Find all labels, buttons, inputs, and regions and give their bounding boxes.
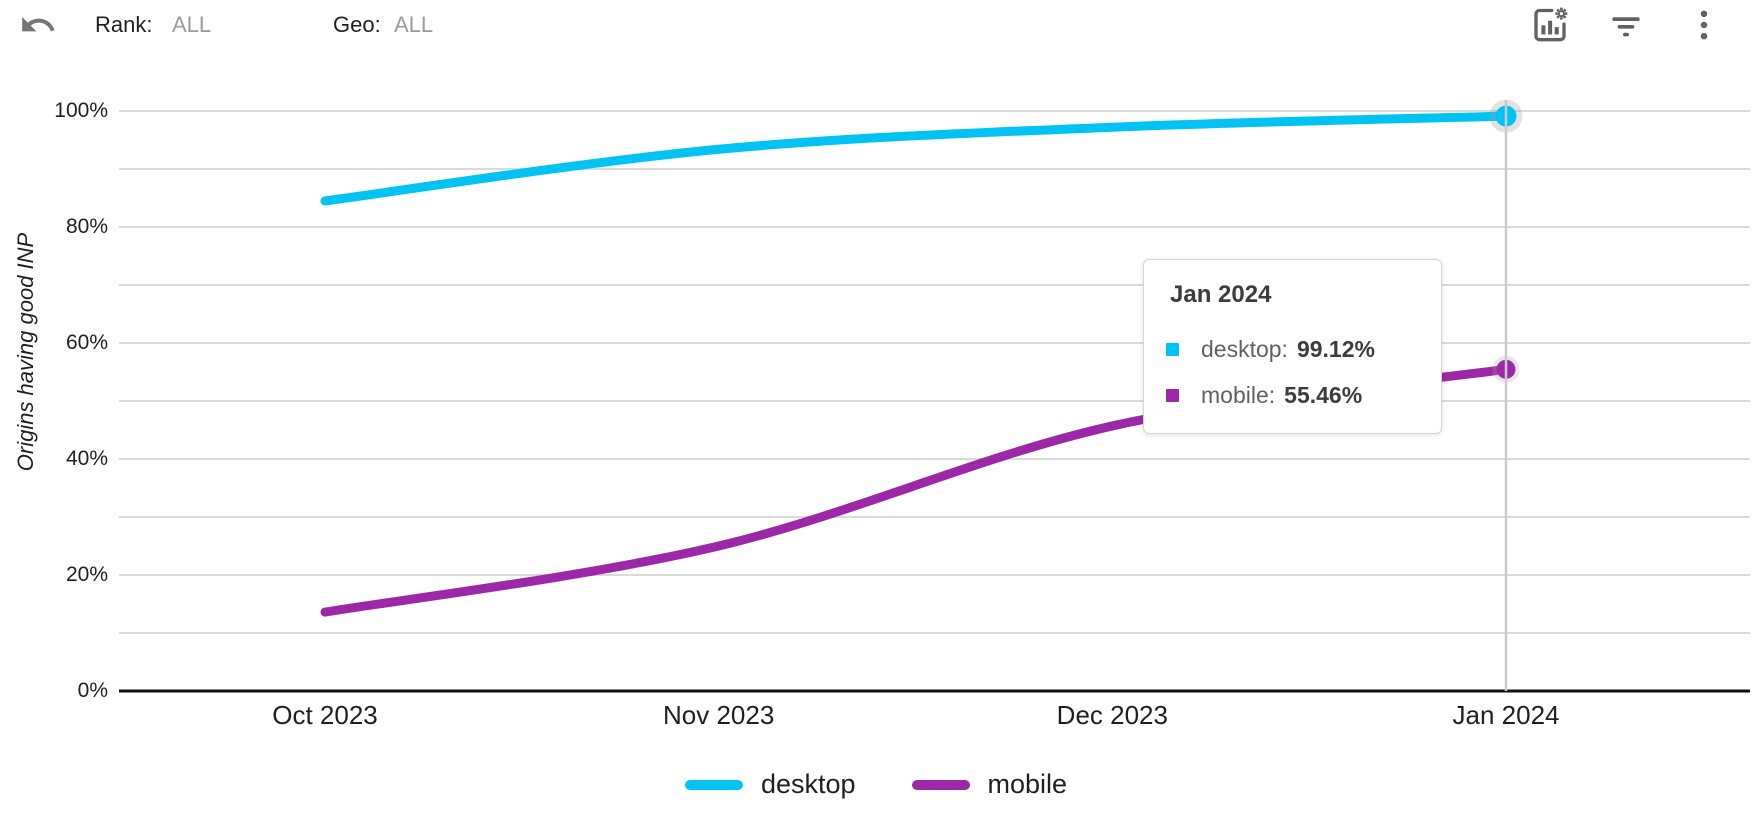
y-axis-tick-label: 80% — [65, 215, 108, 238]
x-axis-tick-label: Oct 2023 — [272, 700, 378, 730]
geo-filter-value[interactable]: ALL — [394, 12, 434, 37]
x-axis-tick-label: Jan 2024 — [1452, 700, 1560, 730]
y-axis-tick-label: 40% — [65, 447, 108, 470]
tooltip-title: Jan 2024 — [1170, 281, 1272, 308]
legend-label: mobile — [987, 769, 1068, 799]
x-axis-tick-label: Dec 2023 — [1056, 700, 1168, 730]
kebab-menu-icon — [1684, 5, 1724, 48]
toolbar: Rank: ALL Geo: ALL — [0, 0, 1752, 56]
tooltip-series-value: 99.12% — [1296, 335, 1375, 362]
filter-button[interactable] — [1604, 4, 1648, 48]
tooltip-row-desktop: desktop: 99.12% — [1166, 334, 1417, 364]
chart-legend: desktop mobile — [0, 769, 1752, 800]
geo-filter-label: Geo: — [333, 12, 381, 37]
more-options-button[interactable] — [1682, 4, 1726, 48]
legend-label: desktop — [760, 769, 856, 799]
y-axis-tick-label: 20% — [65, 563, 108, 586]
undo-button[interactable] — [16, 4, 60, 48]
tooltip-row-mobile: mobile: 55.46% — [1166, 380, 1417, 410]
rank-filter-value[interactable]: ALL — [172, 12, 212, 37]
chart-settings-icon — [1529, 4, 1571, 49]
tooltip-series-value: 55.46% — [1284, 381, 1363, 408]
mobile-series-swatch-icon — [1166, 388, 1179, 402]
rank-filter-label: Rank: — [95, 12, 153, 37]
y-axis-tick-label: 0% — [77, 679, 108, 702]
tooltip-series-label: desktop: — [1201, 335, 1288, 362]
chart-settings-button[interactable] — [1528, 4, 1572, 48]
mobile-line-swatch-icon — [911, 779, 970, 790]
tooltip-series-label: mobile: — [1201, 381, 1276, 408]
undo-icon — [19, 6, 57, 47]
legend-item-mobile[interactable]: mobile — [911, 769, 1068, 800]
desktop-line-swatch-icon — [684, 779, 743, 790]
y-axis-tick-label: 60% — [65, 331, 108, 354]
series-line-desktop[interactable] — [320, 111, 1511, 206]
legend-item-desktop[interactable]: desktop — [684, 769, 856, 800]
y-axis-tick-label: 100% — [54, 99, 108, 122]
filter-icon — [1605, 4, 1647, 49]
x-axis-tick-label: Nov 2023 — [663, 700, 775, 730]
chart-tooltip: Jan 2024 desktop: 99.12% mobile: 55.46% — [1143, 259, 1442, 434]
desktop-series-swatch-icon — [1166, 342, 1179, 356]
